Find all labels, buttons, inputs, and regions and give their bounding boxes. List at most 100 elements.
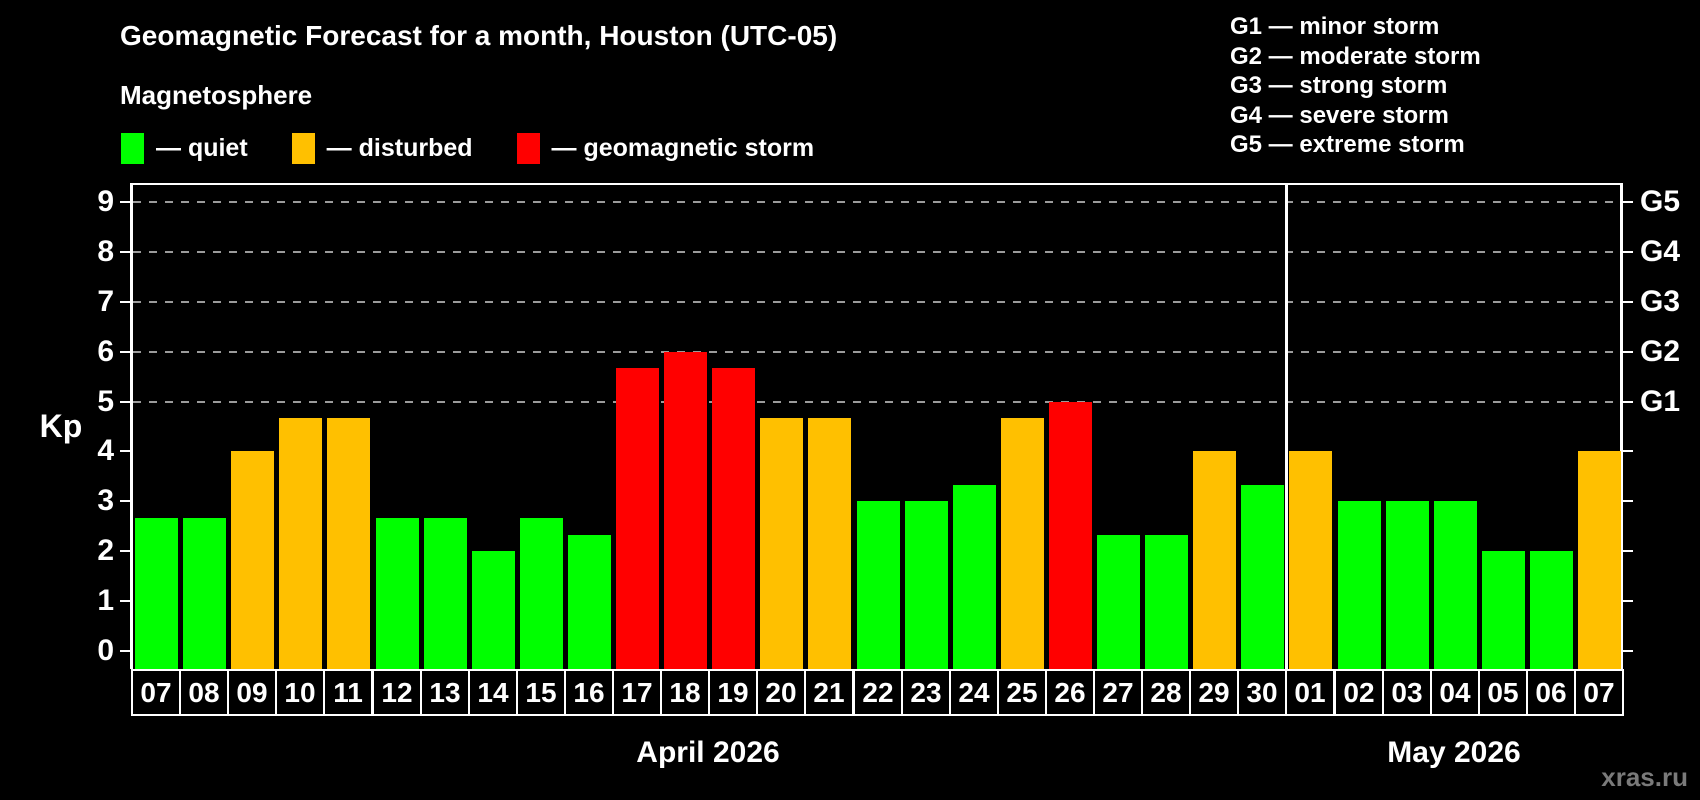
g-axis-label-g3: G3 <box>1640 284 1681 318</box>
y-axis-tick-left <box>120 550 130 553</box>
day-label: 10 <box>275 669 325 716</box>
day-label: 29 <box>1189 669 1239 716</box>
kp-bar <box>664 351 708 669</box>
chart-title: Geomagnetic Forecast for a month, Housto… <box>120 20 838 51</box>
y-tick-label: 7 <box>97 284 114 318</box>
legend-item-storm: — geomagnetic storm <box>516 133 815 164</box>
y-tick-label: 5 <box>97 384 114 418</box>
month-label-may: May 2026 <box>1387 736 1521 769</box>
kp-bar <box>1481 551 1525 669</box>
day-label: 24 <box>949 669 999 716</box>
y-axis-tick-left <box>120 350 130 353</box>
day-label: 30 <box>1237 669 1287 716</box>
magnetosphere-label: Magnetosphere <box>120 80 313 110</box>
y-axis-tick-right <box>1623 450 1633 453</box>
month-separator <box>1285 185 1288 669</box>
day-label: 09 <box>227 669 277 716</box>
kp-bar <box>1433 501 1477 669</box>
day-label: 02 <box>1334 669 1384 716</box>
g-axis-label-g1: G1 <box>1640 384 1681 418</box>
y-axis-tick-right <box>1623 400 1633 403</box>
day-label: 01 <box>1285 669 1335 716</box>
y-axis-tick-right <box>1623 350 1633 353</box>
kp-bar <box>1048 401 1092 669</box>
y-tick-label: 3 <box>97 484 114 518</box>
day-label: 28 <box>1141 669 1191 716</box>
y-axis-label: Kp <box>39 408 83 444</box>
y-axis-tick-left <box>120 650 130 652</box>
kp-bar <box>808 417 852 669</box>
g-scale-line-4: G4 — severe storm <box>1230 101 1449 129</box>
g-scale-line-1: G1 — minor storm <box>1230 13 1440 40</box>
y-axis-tick-left <box>120 500 130 503</box>
gridline-g4 <box>133 250 1620 253</box>
kp-bar <box>1385 501 1429 669</box>
kp-bar <box>279 417 323 669</box>
day-label: 05 <box>1478 669 1528 716</box>
kp-bar <box>1145 534 1189 669</box>
kp-bar <box>327 417 371 669</box>
day-label: 19 <box>708 669 758 716</box>
disturbed-swatch <box>291 133 315 164</box>
day-label: 12 <box>372 669 422 716</box>
g-scale-line-3: G3 — strong storm <box>1230 72 1448 100</box>
g-scale-line-5: G5 — extreme storm <box>1230 131 1465 159</box>
day-label: 08 <box>179 669 229 716</box>
magnetosphere-legend: — quiet — disturbed — geomagnetic storm <box>121 133 858 164</box>
kp-bar <box>712 368 756 669</box>
kp-bar <box>567 534 611 669</box>
month-label-april: April 2026 <box>636 736 780 769</box>
kp-bar <box>519 517 563 669</box>
day-label: 17 <box>612 669 662 716</box>
day-label: 26 <box>1045 669 1095 716</box>
day-label: 25 <box>997 669 1047 716</box>
y-axis-tick-right <box>1623 200 1633 203</box>
y-axis-tick-right <box>1623 550 1633 553</box>
day-label: 20 <box>756 669 806 716</box>
kp-bar <box>183 517 227 669</box>
kp-bar <box>1241 484 1285 669</box>
y-tick-label: 0 <box>97 634 114 667</box>
g-scale-legend: G1 — minor storm G2 — moderate storm G3 — … <box>1230 12 1481 160</box>
y-axis-tick-left <box>120 300 130 303</box>
kp-bar <box>856 501 900 669</box>
y-axis-tick-right <box>1623 650 1633 652</box>
g-scale-line-2: G2 — moderate storm <box>1230 42 1481 70</box>
y-axis-tick-left <box>120 250 130 253</box>
day-label: 18 <box>660 669 710 716</box>
kp-bar <box>760 417 804 669</box>
kp-bar <box>1193 451 1237 669</box>
gridline-g1 <box>133 400 1620 403</box>
y-tick-label: 4 <box>97 434 114 468</box>
day-axis: 07 08 09 10 11 12 13 14 15 16 17 18 19 20 21 22 23 24 25 26… <box>131 669 1626 716</box>
y-tick-label: 8 <box>97 234 114 268</box>
y-tick-label: 9 <box>97 184 114 218</box>
kp-bar <box>616 368 659 669</box>
day-label: 07 <box>1574 669 1624 716</box>
quiet-swatch <box>121 133 144 164</box>
legend-label-storm: — geomagnetic storm <box>551 134 815 162</box>
y-axis-tick-left <box>120 400 130 403</box>
gridline-g3 <box>133 300 1620 303</box>
day-label: 23 <box>901 669 951 716</box>
legend-label-quiet: — quiet <box>156 134 248 162</box>
kp-bar <box>1337 501 1381 669</box>
day-label: 11 <box>323 669 373 716</box>
kp-bar <box>904 501 948 669</box>
day-label: 04 <box>1430 669 1480 716</box>
y-axis-tick-right <box>1623 300 1633 303</box>
day-label: 03 <box>1382 669 1432 716</box>
day-label: 27 <box>1093 669 1143 716</box>
day-label: 07 <box>131 669 181 716</box>
y-tick-label: 1 <box>97 584 114 618</box>
day-label: 16 <box>564 669 614 716</box>
y-axis-tick-left <box>120 450 130 453</box>
y-axis-tick-right <box>1623 500 1633 503</box>
y-axis-tick-left <box>120 200 130 203</box>
kp-bar <box>1578 451 1621 669</box>
storm-swatch <box>516 133 540 164</box>
kp-bar <box>135 517 178 669</box>
legend-item-disturbed: — disturbed <box>291 133 473 164</box>
y-tick-label: 6 <box>97 334 114 368</box>
